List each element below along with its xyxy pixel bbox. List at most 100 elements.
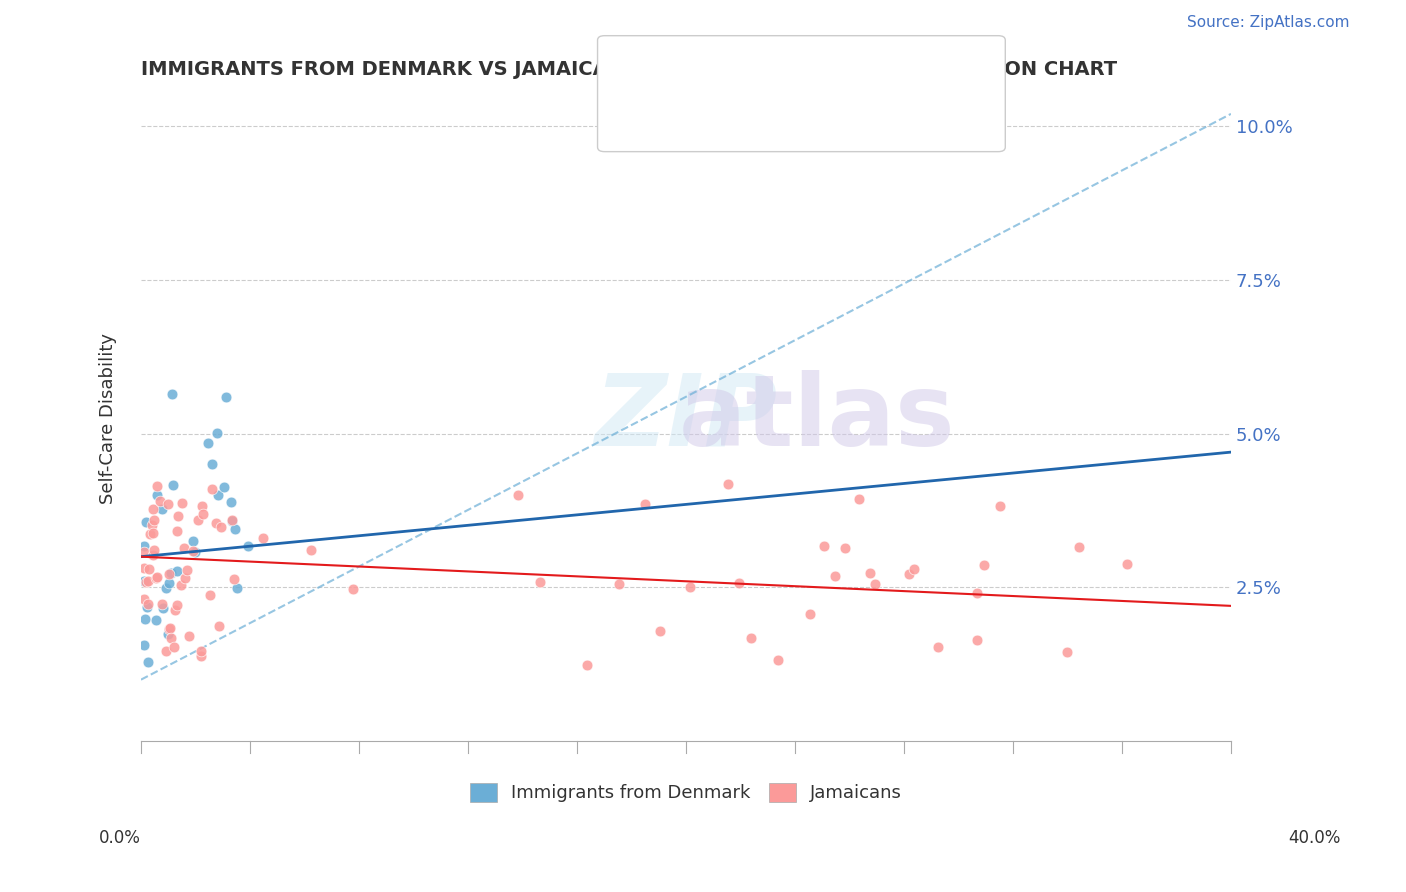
Point	[157, 567, 180, 582]
Point	[166, 524, 188, 538]
Legend: Immigrants from Denmark, Jamaicans: Immigrants from Denmark, Jamaicans	[463, 776, 910, 810]
Point	[181, 544, 204, 558]
Point	[143, 513, 166, 527]
Point	[988, 499, 1011, 513]
Point	[150, 597, 173, 611]
Point	[848, 492, 870, 507]
Point	[197, 435, 219, 450]
Point	[146, 570, 169, 584]
Point	[160, 387, 183, 401]
Point	[139, 527, 162, 541]
Point	[176, 563, 198, 577]
Point	[132, 545, 155, 559]
Point	[221, 514, 243, 528]
Point	[166, 565, 188, 579]
Y-axis label: Self-Care Disability: Self-Care Disability	[100, 333, 117, 504]
Point	[201, 457, 224, 471]
Point	[221, 513, 243, 527]
Point	[157, 575, 180, 590]
Point	[607, 576, 630, 591]
Point	[141, 518, 163, 533]
Point	[927, 640, 949, 655]
Point	[142, 549, 165, 563]
Point	[224, 523, 246, 537]
Point	[799, 607, 821, 622]
Point	[191, 499, 214, 513]
Point	[190, 643, 212, 657]
Point	[966, 586, 988, 600]
Point	[576, 657, 599, 672]
Point	[156, 497, 179, 511]
Point	[634, 497, 657, 511]
Point	[183, 533, 205, 548]
Point	[226, 581, 249, 595]
Point	[740, 631, 762, 645]
Point	[212, 480, 235, 494]
Point	[768, 653, 790, 667]
Point	[966, 632, 988, 647]
Point	[1056, 645, 1078, 659]
Point	[728, 576, 751, 591]
Point	[132, 574, 155, 588]
Point	[134, 612, 156, 626]
Text: 40.0%: 40.0%	[1288, 829, 1341, 847]
Point	[201, 482, 224, 496]
Text: ZIP: ZIP	[595, 370, 778, 467]
Point	[145, 479, 167, 493]
Point	[184, 545, 207, 559]
Point	[219, 495, 242, 509]
Point	[145, 570, 167, 584]
Point	[136, 574, 159, 588]
Point	[135, 575, 157, 590]
Point	[138, 655, 160, 669]
Point	[162, 478, 184, 492]
Point	[177, 629, 200, 643]
Point	[142, 526, 165, 541]
Point	[157, 627, 180, 641]
Point	[187, 513, 209, 527]
Point	[166, 598, 188, 612]
Point	[529, 575, 551, 590]
Point	[207, 619, 229, 633]
Point	[209, 520, 232, 534]
Point	[149, 494, 172, 508]
Point	[973, 558, 995, 573]
Point	[207, 426, 229, 441]
Point	[142, 501, 165, 516]
Point	[173, 571, 195, 585]
Point	[204, 516, 226, 530]
Point	[215, 390, 238, 404]
Point	[135, 516, 157, 530]
Point	[508, 488, 530, 502]
Point	[1067, 540, 1090, 554]
Point	[252, 531, 274, 545]
Text: IMMIGRANTS FROM DENMARK VS JAMAICAN SELF-CARE DISABILITY CORRELATION CHART: IMMIGRANTS FROM DENMARK VS JAMAICAN SELF…	[141, 60, 1118, 78]
Point	[163, 640, 186, 655]
Point	[648, 624, 671, 638]
Point	[132, 638, 155, 652]
Text: atlas: atlas	[679, 370, 955, 467]
Point	[173, 541, 195, 555]
Point	[198, 588, 221, 602]
Point	[903, 562, 925, 576]
Point	[717, 477, 740, 491]
Point	[150, 501, 173, 516]
Point	[145, 613, 167, 627]
Point	[1115, 558, 1137, 572]
Point	[224, 572, 246, 586]
Point	[813, 539, 835, 553]
Point	[160, 631, 183, 645]
Text: 0.0%: 0.0%	[98, 829, 141, 847]
Point	[834, 541, 856, 555]
Point	[159, 621, 181, 635]
Point	[136, 597, 159, 611]
Point	[132, 591, 155, 606]
Point	[142, 543, 165, 558]
Point	[135, 599, 157, 614]
Point	[132, 561, 155, 575]
Point	[236, 539, 259, 553]
Point	[824, 568, 846, 582]
Point	[138, 562, 160, 576]
Point	[155, 581, 177, 595]
Point	[167, 509, 190, 524]
